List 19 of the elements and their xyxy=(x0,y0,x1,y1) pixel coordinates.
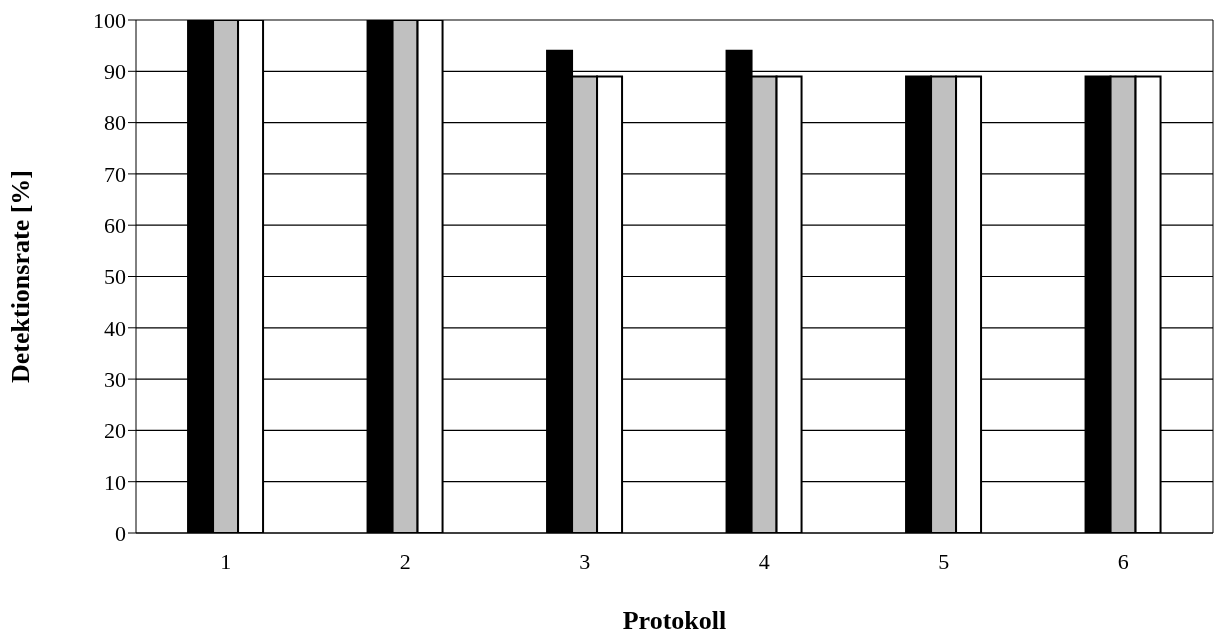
y-tick-label: 10 xyxy=(104,469,126,495)
x-tick-label: 1 xyxy=(220,548,232,574)
y-tick-label: 50 xyxy=(104,264,126,290)
y-tick-label: 70 xyxy=(104,161,126,187)
y-tick-label: 0 xyxy=(115,520,126,546)
y-tick-label: 60 xyxy=(104,213,126,239)
x-tick-label: 6 xyxy=(1117,548,1129,574)
x-axis-title: Protokoll xyxy=(622,606,727,635)
y-axis-title: Detektionsrate [%] xyxy=(6,170,36,383)
x-tick-label: 5 xyxy=(938,548,950,574)
x-tick-label: 4 xyxy=(758,548,770,574)
y-tick-label: 100 xyxy=(93,7,126,33)
y-tick-label: 20 xyxy=(104,418,126,444)
y-tick-label: 80 xyxy=(104,110,126,136)
y-tick-label: 30 xyxy=(104,366,126,392)
y-tick-label: 40 xyxy=(104,315,126,341)
x-tick-label: 2 xyxy=(399,548,411,574)
x-tick-label: 3 xyxy=(579,548,591,574)
y-tick-label: 90 xyxy=(104,59,126,85)
